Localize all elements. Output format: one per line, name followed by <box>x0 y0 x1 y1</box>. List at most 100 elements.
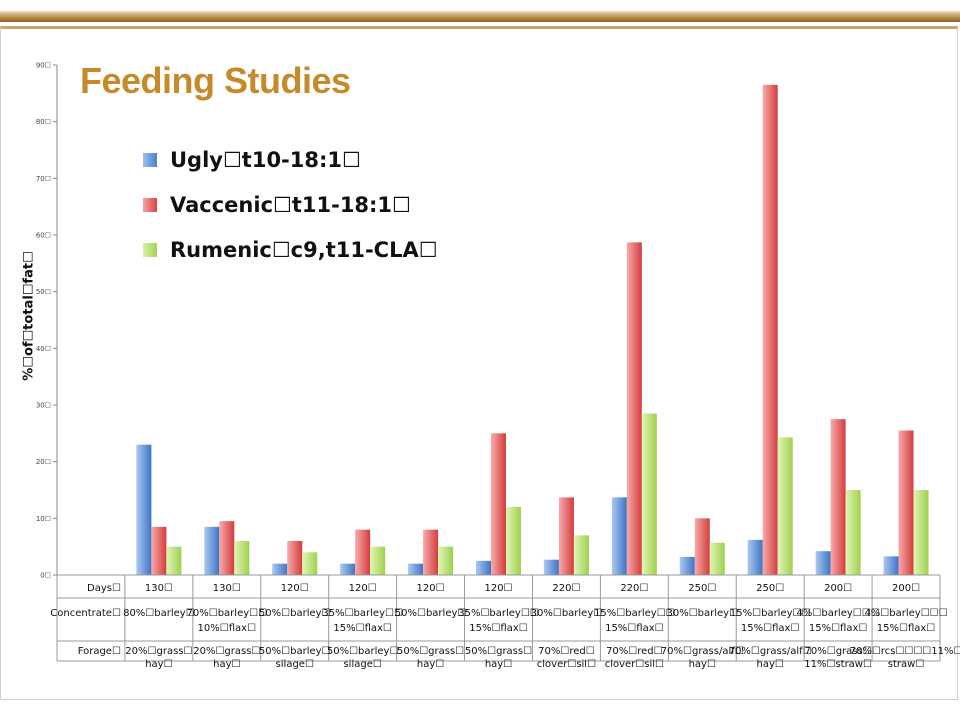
cell-concentrate: 30%☐barley☐ <box>531 608 603 619</box>
cell-concentrate: 35%☐barley☐☐ <box>322 608 403 619</box>
cell-concentrate: 15%☐flax☐ <box>469 623 528 634</box>
row-header-concentrate: Concentrate☐ <box>50 608 121 619</box>
cell-days: 120☐ <box>349 583 377 594</box>
cell-forage: silage☐ <box>343 659 381 670</box>
y-tick-label: 20☐ <box>36 458 51 466</box>
vaccenic-bar <box>898 430 914 575</box>
ugly-bar <box>272 563 288 575</box>
cell-concentrate: 15%☐flax☐ <box>333 623 392 634</box>
rumenic-bar <box>845 490 861 575</box>
ugly-bar <box>204 526 220 575</box>
cell-forage: 50%☐grass☐ <box>465 646 532 657</box>
vaccenic-bar <box>558 497 574 575</box>
cell-days: 200☐ <box>824 583 852 594</box>
chart-legend: Ugly☐t10-18:1☐ Vaccenic☐t11-18:1☐ Rumeni… <box>143 137 438 272</box>
ugly-bar <box>340 563 356 575</box>
cell-forage: 70%☐grass☐ <box>805 646 872 657</box>
rumenic-bar <box>777 437 793 575</box>
cell-forage: 20%☐grass☐ <box>193 646 260 657</box>
y-tick-label: 40☐ <box>36 345 51 353</box>
cell-concentrate: 50%☐barley☐ <box>259 608 331 619</box>
rumenic-bar <box>438 546 454 575</box>
cell-concentrate: 80%☐barley☐ <box>123 608 195 619</box>
ugly-bar <box>815 551 831 575</box>
cell-concentrate: 15%☐barley☐☐ <box>594 608 675 619</box>
cell-forage: silage☐ <box>276 659 314 670</box>
cell-days: 200☐ <box>892 583 920 594</box>
cell-concentrate: 4%☐barley☐☐☐ <box>864 608 947 619</box>
vaccenic-bar <box>355 529 371 575</box>
cell-forage: 70%☐red☐ <box>606 646 663 657</box>
rumenic-bar <box>913 490 929 575</box>
header-band <box>0 0 960 22</box>
rumenic-bar <box>234 541 250 575</box>
rumenic-bar <box>709 542 725 575</box>
ugly-bar <box>136 444 152 575</box>
y-tick-label: 80☐ <box>36 118 51 126</box>
y-tick-label: 30☐ <box>36 402 51 410</box>
cell-forage: 50%☐grass☐ <box>397 646 464 657</box>
vaccenic-bar <box>151 526 167 575</box>
legend-item-vaccenic: Vaccenic☐t11-18:1☐ <box>143 182 438 227</box>
cell-days: 120☐ <box>417 583 445 594</box>
legend-item-rumenic: Rumenic☐c9,t11-CLA☐ <box>143 227 438 272</box>
ugly-bar <box>611 497 627 575</box>
ugly-bar <box>883 556 899 575</box>
legend-swatch-red <box>143 197 157 212</box>
cell-concentrate: 4%☐barley☐☐☐ <box>797 608 880 619</box>
cell-days: 220☐ <box>620 583 648 594</box>
legend-label-rumenic: Rumenic☐c9,t11-CLA☐ <box>170 237 438 262</box>
cell-days: 120☐ <box>484 583 512 594</box>
y-tick-label: 70☐ <box>36 175 51 183</box>
legend-item-ugly: Ugly☐t10-18:1☐ <box>143 137 438 182</box>
ugly-bar <box>476 560 491 575</box>
slide-title: Feeding Studies <box>80 60 351 101</box>
legend-swatch-blue <box>143 152 157 167</box>
ugly-bar <box>747 539 763 575</box>
cell-forage: 11%☐straw☐ <box>804 659 872 670</box>
cell-forage: hay☐ <box>689 659 716 670</box>
rumenic-bar <box>506 507 521 575</box>
legend-label-ugly: Ugly☐t10-18:1☐ <box>170 147 361 172</box>
rumenic-bar <box>641 413 657 575</box>
vaccenic-bar <box>219 521 235 575</box>
cell-forage: clover☐sil☐ <box>605 659 664 670</box>
cell-days: 130☐ <box>213 583 241 594</box>
ugly-bar <box>543 559 559 575</box>
cell-concentrate: 15%☐flax☐ <box>605 623 664 634</box>
cell-concentrate: 15%☐flax☐ <box>741 623 800 634</box>
cell-forage: hay☐ <box>417 659 444 670</box>
cell-forage: hay☐ <box>145 659 172 670</box>
cell-concentrate: 70%☐barley☐☐ <box>187 608 268 619</box>
cell-days: 130☐ <box>145 583 173 594</box>
cell-days: 220☐ <box>552 583 580 594</box>
cell-forage: 20%☐grass☐ <box>125 646 192 657</box>
cell-concentrate: 30%☐barley☐ <box>666 608 738 619</box>
cell-forage: 70%☐grass/alf☐ <box>661 646 744 657</box>
cell-concentrate: 15%☐barley☐☐ <box>730 608 811 619</box>
vaccenic-bar <box>423 529 439 575</box>
y-tick-label: 10☐ <box>36 515 51 523</box>
cell-forage: 70%☐red☐ <box>538 646 595 657</box>
ugly-bar <box>679 556 695 575</box>
cell-concentrate: 10%☐flax☐ <box>198 623 257 634</box>
legend-swatch-green <box>143 242 157 257</box>
rumenic-bar <box>370 546 386 575</box>
vaccenic-bar <box>830 419 846 575</box>
cell-forage: 50%☐barley☐ <box>259 646 331 657</box>
cell-concentrate: 15%☐flax☐ <box>809 623 868 634</box>
vaccenic-bar <box>694 518 710 575</box>
vaccenic-bar <box>491 433 506 575</box>
y-tick-label: 90☐ <box>36 62 51 70</box>
rumenic-bar <box>573 535 589 575</box>
ugly-bar <box>408 563 424 575</box>
vaccenic-bar <box>287 541 303 575</box>
cell-concentrate: 50%☐barley☐ <box>395 608 467 619</box>
cell-days: 120☐ <box>281 583 309 594</box>
cell-forage: 50%☐barley☐ <box>327 646 399 657</box>
rumenic-bar <box>166 546 182 575</box>
cell-forage: 70%☐grass/alf☐ <box>729 646 812 657</box>
rumenic-bar <box>302 552 318 575</box>
cell-forage: hay☐ <box>485 659 512 670</box>
